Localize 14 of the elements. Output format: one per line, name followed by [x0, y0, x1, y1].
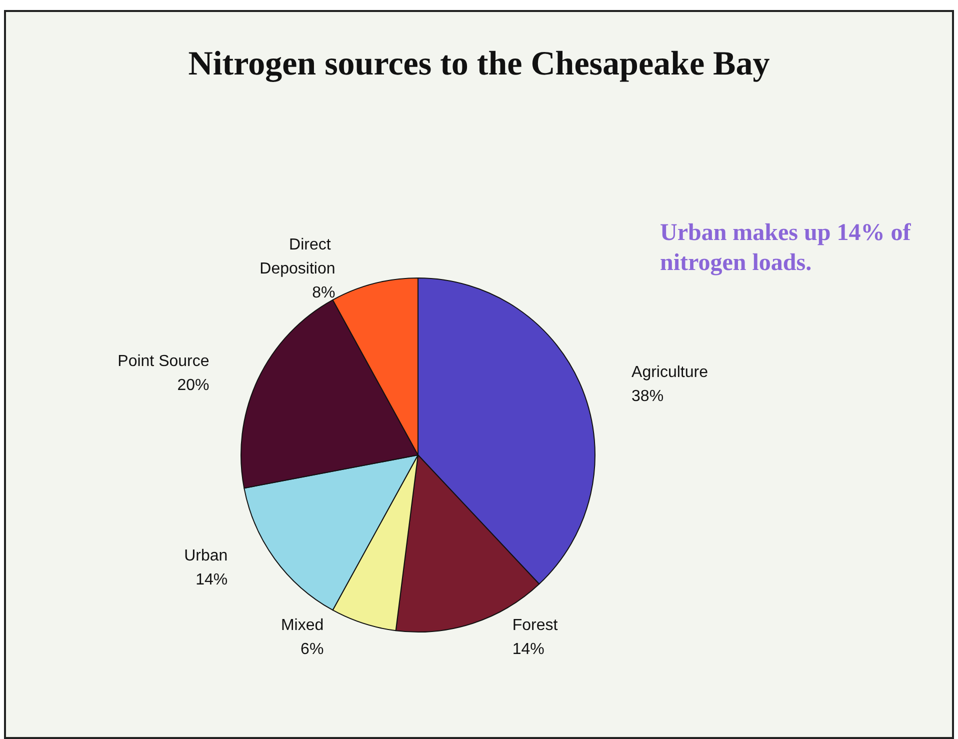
slice-label: Mixed	[280, 617, 324, 634]
slice-label: Urban	[184, 547, 228, 564]
data-label: 8%	[312, 284, 336, 302]
slice-label: Agriculture	[632, 364, 708, 381]
text: Urban makes up 14% of nitrogen loads.	[660, 219, 912, 278]
slice-label: Direct Deposition	[260, 236, 336, 278]
data-label: 14%	[196, 571, 228, 588]
data-label: 20%	[177, 376, 210, 394]
data-label: 14%	[512, 641, 544, 658]
data-label: 38%	[632, 388, 664, 405]
slice-label: Point Source	[118, 352, 210, 370]
chart-title: Nitrogen sources to the Chesapeake Bay	[188, 46, 770, 82]
slice-label: Forest	[512, 617, 558, 634]
data-label: 6%	[300, 641, 324, 658]
